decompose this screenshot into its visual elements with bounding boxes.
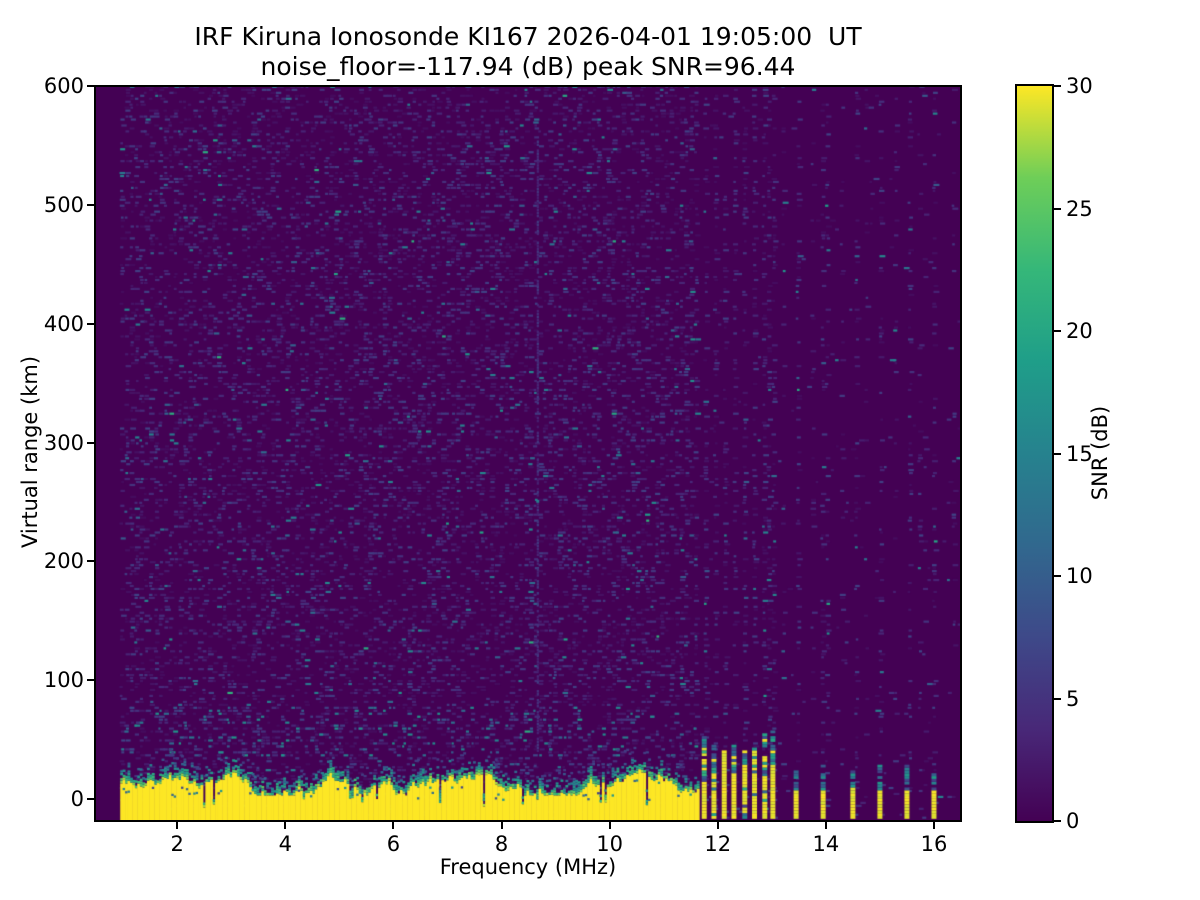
x-tick-label: 16	[920, 832, 948, 856]
y-tick-label: 0	[70, 787, 84, 811]
x-tick-mark	[500, 821, 503, 829]
x-tick-mark	[392, 821, 395, 829]
x-tick-label: 4	[278, 832, 292, 856]
ionogram-heatmap	[95, 86, 961, 821]
y-tick-mark	[87, 203, 95, 206]
colorbar-tick-mark	[1054, 697, 1061, 700]
y-tick-mark	[87, 322, 95, 325]
colorbar-tick-mark	[1054, 820, 1061, 822]
plot-title: IRF Kiruna Ionosonde KI167 2026-04-01 19…	[194, 22, 862, 51]
x-tick-label: 14	[812, 832, 840, 856]
y-tick-label: 600	[43, 74, 84, 98]
x-tick-label: 8	[494, 832, 509, 856]
y-tick-mark	[87, 798, 95, 800]
x-tick-mark	[284, 821, 287, 829]
colorbar-tick-label: 15	[1066, 441, 1093, 466]
y-tick-label: 100	[43, 668, 84, 693]
x-tick-mark	[716, 821, 719, 829]
x-tick-label: 6	[386, 832, 401, 856]
y-tick-label: 400	[43, 311, 84, 336]
colorbar-tick-label: 25	[1066, 196, 1093, 221]
x-tick-mark	[608, 821, 611, 829]
x-tick-mark	[824, 821, 827, 829]
y-tick-mark	[87, 441, 95, 444]
y-tick-mark	[87, 679, 95, 682]
colorbar-tick-label: 0	[1066, 809, 1080, 833]
x-tick-mark	[932, 821, 935, 829]
y-axis-title: Virtual range (km)	[18, 355, 42, 549]
x-tick-label: 2	[170, 832, 184, 856]
colorbar-tick-mark	[1054, 575, 1061, 577]
y-tick-label: 200	[43, 549, 84, 574]
colorbar-tick-mark	[1054, 85, 1061, 87]
y-tick-label: 300	[43, 430, 84, 455]
colorbar-tick-label: 30	[1066, 74, 1093, 98]
x-axis-title: Frequency (MHz)	[439, 855, 617, 879]
y-tick-label: 500	[43, 192, 84, 217]
y-tick-mark	[87, 560, 95, 563]
x-tick-label: 10	[596, 832, 623, 856]
colorbar-tick-label: 5	[1066, 686, 1080, 711]
colorbar	[1015, 84, 1054, 823]
colorbar-tick-label: 10	[1066, 564, 1093, 588]
plot-subtitle: noise_floor=-117.94 (dB) peak SNR=96.44	[260, 52, 796, 81]
colorbar-tick-mark	[1054, 330, 1061, 332]
colorbar-tick-mark	[1054, 207, 1061, 210]
x-tick-label: 12	[704, 832, 732, 856]
x-tick-mark	[176, 821, 179, 829]
colorbar-title: SNR (dB)	[1088, 405, 1112, 501]
colorbar-tick-label: 20	[1066, 319, 1093, 343]
y-tick-mark	[87, 85, 95, 87]
colorbar-tick-mark	[1054, 452, 1061, 455]
